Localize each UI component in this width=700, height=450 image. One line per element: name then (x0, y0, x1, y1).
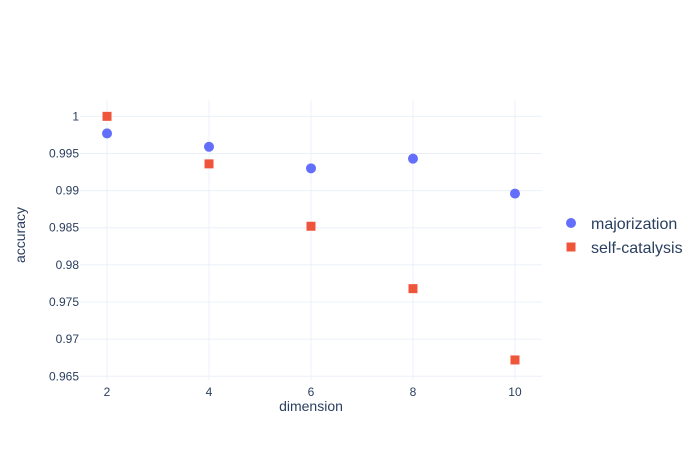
y-tick-label: 0.97 (56, 332, 80, 346)
self-catalysis-point (306, 221, 316, 231)
majorization-point (407, 153, 418, 164)
y-tick-label: 0.985 (49, 221, 79, 235)
y-tick-label: 1 (72, 109, 79, 123)
x-tick-label: 8 (410, 385, 417, 399)
y-tick-label: 0.965 (49, 369, 79, 383)
y-tick-label: 0.995 (49, 146, 79, 160)
majorization-point (306, 163, 316, 174)
x-tick-labels: 2 4 6 8 10 (104, 385, 522, 399)
majorization-point (509, 188, 520, 199)
data-points (102, 111, 520, 365)
self-catalysis-point (204, 159, 214, 169)
legend-marker-majorization (566, 218, 576, 228)
self-catalysis-point (102, 111, 112, 121)
x-tick-label: 6 (308, 385, 315, 399)
legend-label-self-catalysis: self-catalysis (591, 240, 683, 257)
legend-label-majorization: majorization (591, 216, 677, 233)
grid-lines (80, 100, 542, 380)
y-tick-label: 0.99 (56, 184, 80, 198)
x-tick-label: 2 (104, 385, 111, 399)
y-axis-title: accuracy (12, 207, 28, 263)
majorization-point (102, 128, 113, 139)
y-tick-label: 0.98 (56, 258, 80, 272)
legend-marker-self-catalysis (566, 242, 576, 252)
legend: majorization self-catalysis (566, 216, 683, 257)
x-tick-label: 4 (206, 385, 213, 399)
y-tick-labels: 0.965 0.97 0.975 0.98 0.985 0.99 0.995 1 (49, 109, 79, 383)
self-catalysis-point (408, 284, 418, 294)
x-tick-label: 10 (508, 385, 522, 399)
self-catalysis-point (510, 355, 520, 365)
majorization-point (204, 141, 215, 152)
y-tick-label: 0.975 (49, 295, 79, 309)
x-axis-title: dimension (279, 398, 343, 414)
